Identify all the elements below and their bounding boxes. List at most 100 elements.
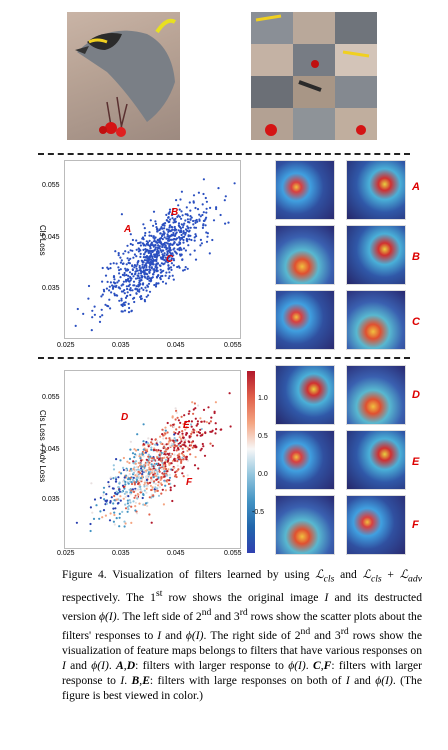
scatter-point bbox=[109, 281, 112, 284]
scatter-point bbox=[153, 269, 156, 272]
scatter-point bbox=[177, 204, 180, 207]
scatter-point bbox=[180, 230, 183, 234]
scatter-point bbox=[165, 258, 168, 262]
scatter-point bbox=[163, 462, 166, 465]
scatter-point bbox=[115, 458, 118, 461]
heatmap-a-destructed bbox=[346, 160, 406, 220]
scatter-point bbox=[186, 446, 189, 449]
scatter-point bbox=[113, 494, 116, 498]
scatter-point bbox=[131, 478, 134, 481]
scatter-point bbox=[158, 457, 161, 460]
scatter-point bbox=[172, 439, 175, 442]
scatter-point bbox=[141, 266, 144, 269]
caption-bold: D bbox=[126, 658, 136, 672]
scatter-point bbox=[169, 489, 172, 492]
scatter-point bbox=[201, 203, 204, 206]
scatter-point bbox=[118, 269, 121, 272]
scatter-1-xtick: 0.055 bbox=[224, 342, 242, 349]
colorbar-tick: 0.0 bbox=[258, 471, 268, 478]
scatter-point bbox=[176, 215, 179, 218]
scatter-point bbox=[154, 482, 157, 486]
scatter-point bbox=[131, 238, 134, 242]
scatter-point bbox=[178, 241, 181, 244]
scatter-point bbox=[187, 244, 190, 247]
scatter-point bbox=[100, 295, 103, 298]
scatter-point bbox=[152, 459, 155, 462]
scatter-point bbox=[194, 258, 198, 261]
scatter-point bbox=[178, 249, 181, 252]
scatter-point bbox=[91, 309, 94, 312]
scatter-point bbox=[196, 422, 199, 426]
scatter-point bbox=[168, 210, 171, 214]
separator-1 bbox=[38, 153, 410, 155]
scatter-point bbox=[141, 473, 144, 476]
scatter-point bbox=[142, 242, 145, 245]
scatter-point bbox=[142, 455, 145, 458]
scatter-point bbox=[182, 475, 185, 478]
scatter-point bbox=[142, 440, 145, 443]
scatter-point bbox=[114, 250, 117, 253]
scatter-point bbox=[122, 485, 125, 488]
scatter-point bbox=[151, 468, 154, 471]
scatter-point bbox=[163, 259, 166, 262]
scatter-point bbox=[134, 509, 137, 512]
scatter-point bbox=[124, 301, 127, 304]
scatter-point bbox=[164, 453, 167, 456]
scatter-point bbox=[168, 220, 171, 223]
scatter-point bbox=[128, 469, 131, 472]
scatter-point bbox=[101, 280, 104, 283]
scatter-point bbox=[198, 213, 201, 216]
scatter-point bbox=[116, 294, 119, 297]
scatter-point bbox=[133, 481, 136, 484]
scatter-point bbox=[109, 476, 112, 479]
scatter-point bbox=[202, 211, 205, 214]
scatter-point bbox=[144, 248, 147, 251]
scatter-point bbox=[139, 255, 142, 258]
scatter-point bbox=[166, 219, 169, 222]
scatter-point bbox=[188, 435, 191, 438]
scatter-point bbox=[135, 480, 138, 484]
scatter-point bbox=[129, 289, 132, 292]
scatter-point bbox=[148, 231, 151, 234]
scatter-1-ytick: 0.045 bbox=[42, 234, 60, 241]
scatter-point bbox=[115, 490, 118, 493]
scatter-point bbox=[87, 284, 91, 288]
scatter-point bbox=[178, 236, 181, 239]
scatter-point bbox=[130, 469, 133, 472]
scatter-point bbox=[130, 491, 133, 494]
scatter-point bbox=[192, 223, 195, 226]
scatter-point bbox=[224, 222, 227, 225]
scatter-point bbox=[123, 289, 126, 292]
scatter-point bbox=[104, 303, 107, 306]
scatter-point bbox=[128, 499, 131, 502]
scatter-point bbox=[139, 269, 142, 272]
scatter-point bbox=[123, 487, 126, 490]
scatter-point bbox=[169, 439, 172, 442]
heatmap-e-original bbox=[275, 430, 335, 490]
caption-sup: rd bbox=[340, 626, 349, 638]
caption-math: ϕ(I) bbox=[375, 673, 393, 687]
scatter-point bbox=[159, 459, 162, 462]
scatter-point bbox=[137, 272, 140, 275]
scatter-point bbox=[131, 268, 134, 272]
scatter-point bbox=[129, 448, 132, 451]
scatter-point bbox=[184, 213, 187, 216]
scatter-1-ytick: 0.035 bbox=[42, 285, 60, 292]
scatter-point bbox=[197, 191, 200, 194]
scatter-point bbox=[169, 249, 172, 252]
scatter-point bbox=[169, 230, 172, 233]
scatter-point bbox=[164, 429, 167, 432]
scatter-point bbox=[178, 208, 181, 211]
scatter-point bbox=[152, 224, 155, 227]
scatter-point bbox=[133, 253, 136, 256]
scatter-2-ytick: 0.045 bbox=[42, 446, 60, 453]
scatter-point bbox=[170, 238, 173, 241]
scatter-point bbox=[149, 219, 152, 222]
scatter-point bbox=[171, 415, 174, 418]
scatter-point bbox=[159, 452, 162, 455]
scatter-point bbox=[175, 409, 178, 412]
scatter-point bbox=[135, 477, 138, 480]
scatter-point bbox=[151, 479, 154, 482]
scatter-point bbox=[143, 259, 146, 262]
scatter-point bbox=[165, 467, 168, 471]
